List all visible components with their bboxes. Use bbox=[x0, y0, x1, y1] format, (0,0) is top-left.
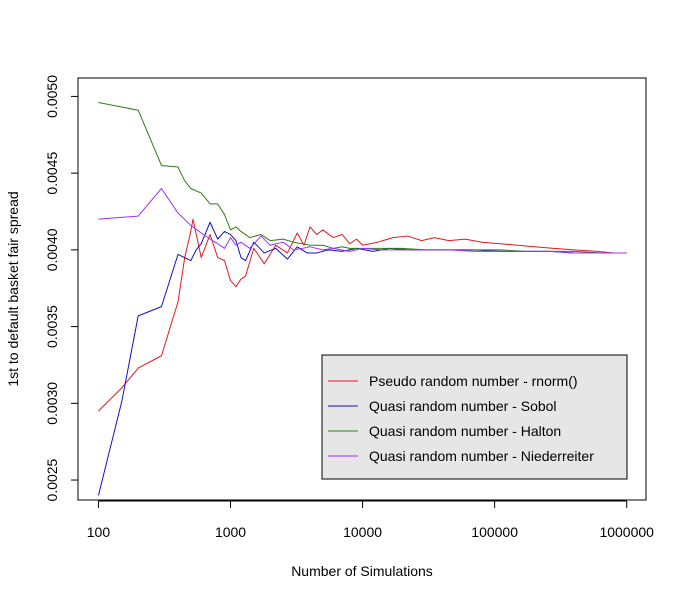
y-tick-label: 0.0045 bbox=[44, 152, 60, 195]
x-tick-label: 10000 bbox=[343, 524, 382, 540]
series-line-4 bbox=[98, 187, 627, 254]
y-tick-label: 0.0030 bbox=[44, 382, 60, 425]
series-line-1 bbox=[98, 218, 627, 412]
series-layer bbox=[97, 102, 627, 496]
y-tick-label: 0.0040 bbox=[44, 228, 60, 271]
x-tick-label: 100000 bbox=[471, 524, 518, 540]
legend-label: Quasi random number - Halton bbox=[369, 423, 561, 439]
legend: Pseudo random number - rnorm() Quasi rand… bbox=[321, 354, 628, 480]
legend-label: Quasi random number - Niederreiter bbox=[369, 448, 594, 464]
legend-label: Quasi random number - Sobol bbox=[369, 398, 557, 414]
x-tick-label: 100 bbox=[87, 524, 111, 540]
legend-label: Pseudo random number - rnorm() bbox=[369, 373, 578, 389]
legend-box bbox=[321, 354, 628, 480]
x-tick-label: 1000000 bbox=[599, 524, 654, 540]
x-tick-label: 1000 bbox=[215, 524, 246, 540]
y-axis: 0.0025 0.0030 0.0035 0.0040 0.0045 0.0050 bbox=[44, 75, 79, 501]
y-tick-label: 0.0025 bbox=[44, 458, 60, 501]
y-tick-label: 0.0035 bbox=[44, 305, 60, 348]
x-axis: 100 1000 10000 100000 1000000 bbox=[87, 500, 654, 540]
x-axis-title: Number of Simulations bbox=[291, 563, 433, 579]
series-line-3 bbox=[98, 102, 627, 254]
y-tick-label: 0.0050 bbox=[44, 75, 60, 118]
y-axis-title: 1st to default basket fair spread bbox=[5, 191, 21, 386]
